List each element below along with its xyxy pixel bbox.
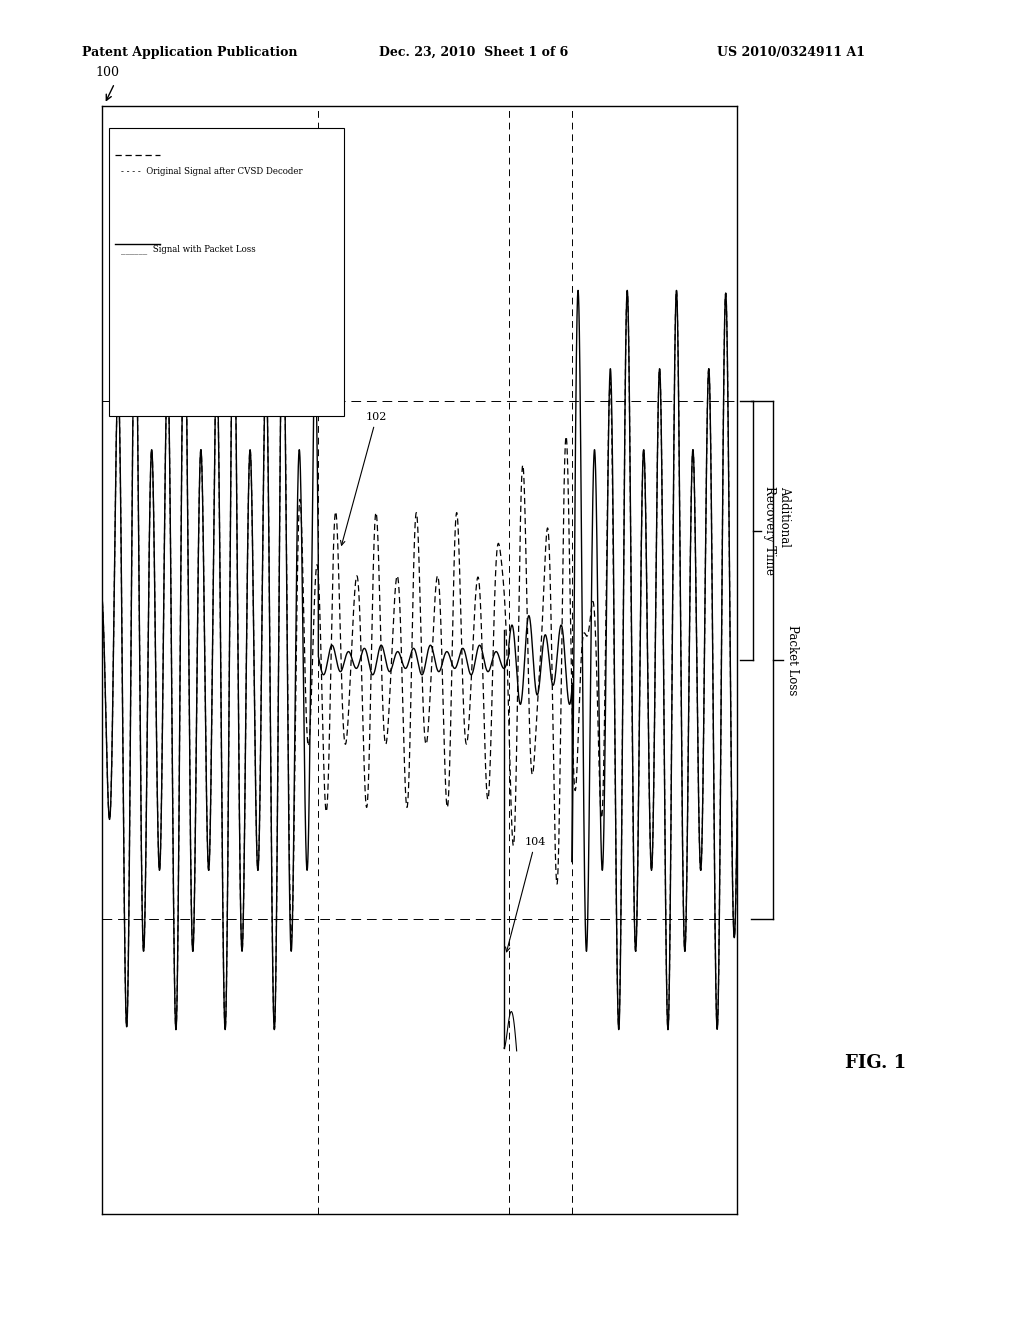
Bar [109, 128, 344, 416]
Text: Packet Loss: Packet Loss [786, 624, 800, 696]
Text: - - - -  Original Signal after CVSD Decoder: - - - - Original Signal after CVSD Decod… [122, 166, 303, 176]
Text: Additional
Recovery Time: Additional Recovery Time [763, 486, 791, 576]
Text: Patent Application Publication: Patent Application Publication [82, 46, 297, 59]
Text: FIG. 1: FIG. 1 [845, 1053, 906, 1072]
Text: 102: 102 [341, 412, 387, 545]
Text: 104: 104 [506, 837, 546, 952]
Text: Dec. 23, 2010  Sheet 1 of 6: Dec. 23, 2010 Sheet 1 of 6 [379, 46, 568, 59]
Text: 100: 100 [95, 66, 119, 79]
Text: ______  Signal with Packet Loss: ______ Signal with Packet Loss [122, 244, 256, 253]
Text: US 2010/0324911 A1: US 2010/0324911 A1 [717, 46, 865, 59]
